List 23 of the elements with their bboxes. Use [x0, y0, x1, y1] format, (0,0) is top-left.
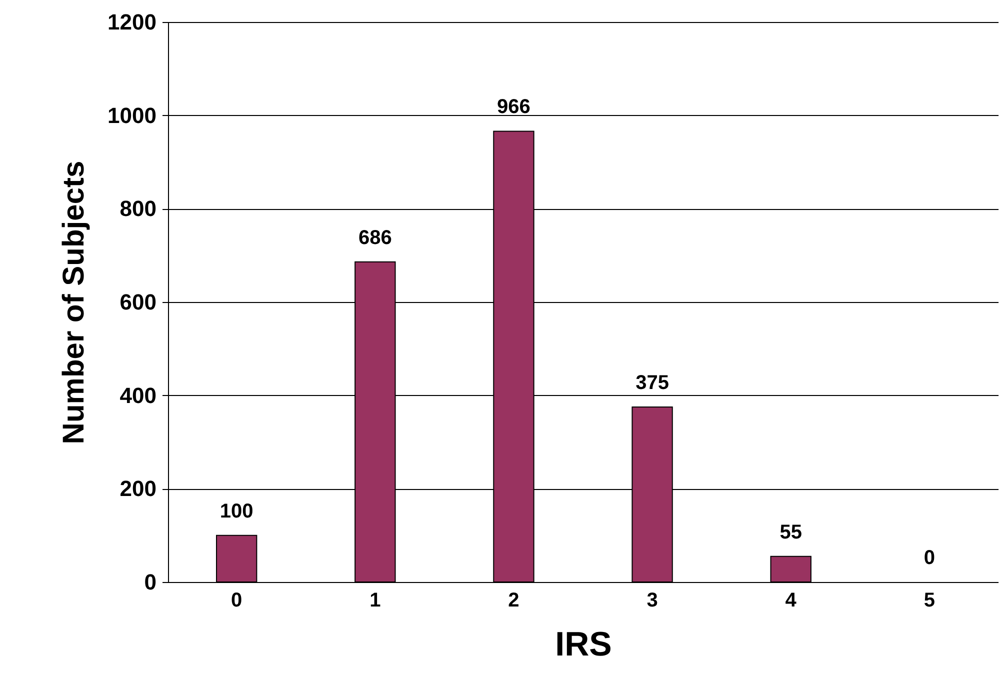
y-tick-label: 400	[120, 382, 156, 408]
x-tick-label: 1	[370, 590, 381, 612]
y-axis-title: Number of Subjects	[58, 160, 91, 444]
x-tick-label: 2	[508, 590, 520, 612]
data-label: 966	[497, 96, 530, 118]
x-axis-title: IRS	[555, 626, 612, 664]
x-tick-label: 3	[646, 590, 658, 612]
y-tick-label: 800	[120, 196, 156, 222]
data-label: 100	[220, 500, 254, 522]
y-tick-label: 0	[144, 570, 156, 594]
y-tick-label: 200	[120, 476, 156, 502]
data-label: 686	[358, 226, 392, 249]
bar	[216, 534, 258, 582]
data-label: 375	[636, 372, 669, 394]
y-tick-label: 600	[120, 290, 156, 314]
data-label: 0	[924, 547, 935, 569]
x-tick-label: 0	[231, 590, 242, 612]
x-tick-label: 5	[924, 590, 935, 612]
y-tick-label: 1000	[108, 102, 156, 128]
data-label: 55	[780, 521, 802, 544]
x-tick-label: 4	[785, 590, 798, 612]
y-tick-label: 1200	[108, 10, 156, 34]
bar	[770, 556, 812, 582]
